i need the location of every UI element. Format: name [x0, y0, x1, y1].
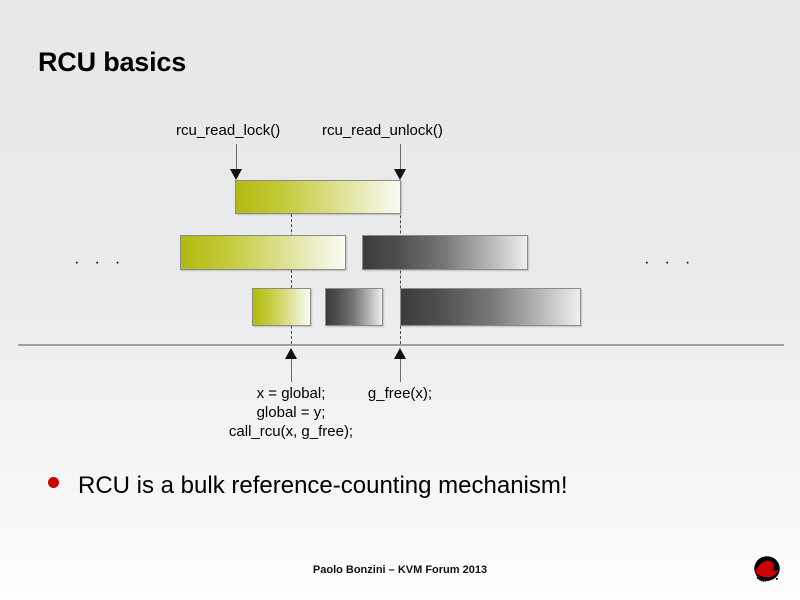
bar-grace-period-1 — [362, 235, 528, 270]
arrow-down-rcu-read-lock — [230, 144, 243, 180]
code-block-g-free: g_free(x); — [330, 384, 470, 403]
timeline-separator — [18, 344, 784, 346]
bullet-item: RCU is a bulk reference-counting mechani… — [48, 472, 568, 500]
arrow-head — [285, 348, 297, 359]
bar-read-side-critical-section-2 — [180, 235, 346, 270]
bullet-text: RCU is a bulk reference-counting mechani… — [78, 472, 568, 499]
arrow-stem — [400, 144, 401, 169]
arrow-head — [394, 169, 406, 180]
page-title: RCU basics — [38, 47, 187, 77]
bar-read-side-critical-section-3 — [252, 288, 311, 326]
code-line: global = y; — [256, 404, 326, 421]
arrow-stem — [236, 144, 237, 169]
bar-read-side-critical-section-1 — [235, 180, 401, 214]
bullet-marker-icon — [48, 477, 59, 488]
ellipsis-left: · · · — [74, 252, 126, 271]
arrow-head — [394, 348, 406, 359]
arrow-up-g-free — [394, 348, 407, 382]
code-line: call_rcu(x, g_free); — [228, 423, 354, 440]
arrow-head — [230, 169, 242, 180]
arrow-down-rcu-read-unlock — [394, 144, 407, 180]
bar-grace-period-2 — [325, 288, 383, 326]
code-block-call-rcu: x = global; global = y; call_rcu(x, g_fr… — [171, 384, 411, 441]
red-hat-shadowman-logo — [754, 556, 780, 583]
code-line: x = global; — [256, 385, 326, 402]
footer-text: Paolo Bonzini – KVM Forum 2013 — [312, 564, 488, 576]
bar-grace-period-3 — [400, 288, 581, 326]
code-line: g_free(x); — [367, 385, 433, 402]
label-rcu-read-unlock: rcu_read_unlock() — [322, 122, 443, 139]
guide-line-call-rcu — [291, 214, 292, 344]
arrow-stem — [400, 359, 401, 382]
ellipsis-right: · · · — [644, 252, 696, 271]
arrow-up-call-rcu — [285, 348, 298, 382]
label-rcu-read-lock: rcu_read_lock() — [176, 122, 281, 139]
arrow-stem — [291, 359, 292, 382]
